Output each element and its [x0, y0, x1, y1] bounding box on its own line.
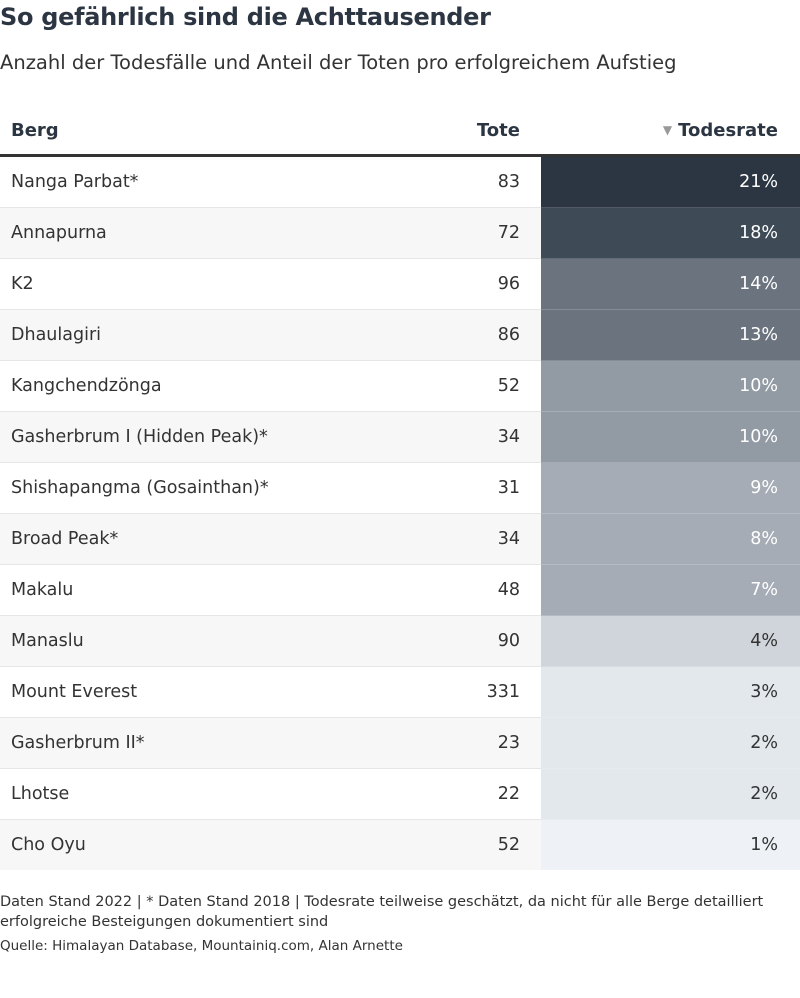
cell-berg: Shishapangma (Gosainthan)*: [0, 462, 390, 514]
todesrate-unit: %: [761, 784, 778, 804]
todesrate-unit: %: [761, 631, 778, 651]
cell-berg: Broad Peak*: [0, 513, 390, 565]
table-row: Dhaulagiri 86 13%: [0, 309, 800, 361]
cell-tote: 72: [390, 207, 541, 259]
footnote: Daten Stand 2022 | * Daten Stand 2018 | …: [0, 894, 764, 930]
cell-tote: 52: [390, 360, 541, 412]
todesrate-value: 10: [739, 376, 762, 396]
todesrate-unit: %: [761, 325, 778, 345]
table-row: Lhotse 22 2%: [0, 768, 800, 820]
cell-todesrate: 8%: [541, 513, 800, 565]
column-header-tote[interactable]: Tote: [390, 106, 541, 157]
source-note: Quelle: Himalayan Database, Mountainiq.c…: [0, 938, 403, 954]
table-row: Kangchendzönga 52 10%: [0, 360, 800, 412]
todesrate-unit: %: [761, 835, 778, 855]
todesrate-value: 18: [739, 223, 762, 243]
cell-berg: Annapurna: [0, 207, 390, 259]
chart-title: So gefährlich sind die Achttausender: [0, 3, 491, 31]
table-row: Makalu 48 7%: [0, 564, 800, 616]
cell-berg: Manaslu: [0, 615, 390, 667]
todesrate-unit: %: [761, 223, 778, 243]
todesrate-value: 2: [750, 733, 762, 753]
table-row: Cho Oyu 52 1%: [0, 819, 800, 870]
cell-berg: Gasherbrum I (Hidden Peak)*: [0, 411, 390, 463]
todesrate-unit: %: [761, 274, 778, 294]
cell-berg: Cho Oyu: [0, 819, 390, 870]
cell-berg: K2: [0, 258, 390, 310]
cell-tote: 52: [390, 819, 541, 870]
todesrate-value: 3: [750, 682, 762, 702]
table-row: Annapurna 72 18%: [0, 207, 800, 259]
table-body: Nanga Parbat* 83 21% Annapurna 72 18% K2 96 14% D…: [0, 155, 800, 870]
cell-todesrate: 7%: [541, 564, 800, 616]
cell-tote: 331: [390, 666, 541, 718]
sort-down-icon: ▼: [662, 122, 673, 137]
todesrate-value: 2: [750, 784, 762, 804]
cell-tote: 96: [390, 258, 541, 310]
cell-todesrate: 10%: [541, 360, 800, 412]
chart-subtitle: Anzahl der Todesfälle und Anteil der Tot…: [0, 51, 677, 74]
table-row: Mount Everest 331 3%: [0, 666, 800, 718]
todesrate-value: 9: [750, 478, 762, 498]
cell-todesrate: 4%: [541, 615, 800, 667]
cell-berg: Lhotse: [0, 768, 390, 820]
todesrate-unit: %: [761, 172, 778, 192]
cell-berg: Makalu: [0, 564, 390, 616]
column-header-todesrate-label: Todesrate: [678, 119, 778, 141]
cell-tote: 34: [390, 513, 541, 565]
todesrate-value: 8: [750, 529, 762, 549]
cell-todesrate: 2%: [541, 717, 800, 769]
table-row: Nanga Parbat* 83 21%: [0, 155, 800, 208]
todesrate-unit: %: [761, 376, 778, 396]
table-row: Broad Peak* 34 8%: [0, 513, 800, 565]
table-row: Manaslu 90 4%: [0, 615, 800, 667]
column-header-berg[interactable]: Berg: [0, 106, 390, 157]
cell-tote: 48: [390, 564, 541, 616]
cell-tote: 31: [390, 462, 541, 514]
table-row: K2 96 14%: [0, 258, 800, 310]
todesrate-value: 1: [750, 835, 762, 855]
todesrate-unit: %: [761, 427, 778, 447]
data-table: Berg Tote ▼ Todesrate Nanga Parbat* 83 21% A…: [0, 106, 800, 870]
cell-todesrate: 21%: [541, 155, 800, 208]
table-header-row: Berg Tote ▼ Todesrate: [0, 106, 800, 157]
todesrate-unit: %: [761, 682, 778, 702]
todesrate-unit: %: [761, 580, 778, 600]
cell-berg: Gasherbrum II*: [0, 717, 390, 769]
cell-berg: Dhaulagiri: [0, 309, 390, 361]
cell-tote: 22: [390, 768, 541, 820]
cell-todesrate: 1%: [541, 819, 800, 870]
cell-berg: Mount Everest: [0, 666, 390, 718]
todesrate-unit: %: [761, 529, 778, 549]
cell-todesrate: 13%: [541, 309, 800, 361]
todesrate-value: 14: [739, 274, 762, 294]
cell-berg: Nanga Parbat*: [0, 155, 390, 208]
table-row: Shishapangma (Gosainthan)* 31 9%: [0, 462, 800, 514]
cell-tote: 83: [390, 155, 541, 208]
column-header-todesrate[interactable]: ▼ Todesrate: [541, 106, 800, 157]
cell-todesrate: 3%: [541, 666, 800, 718]
table-row: Gasherbrum II* 23 2%: [0, 717, 800, 769]
todesrate-unit: %: [761, 733, 778, 753]
todesrate-unit: %: [761, 478, 778, 498]
cell-tote: 34: [390, 411, 541, 463]
cell-berg: Kangchendzönga: [0, 360, 390, 412]
cell-todesrate: 9%: [541, 462, 800, 514]
cell-todesrate: 18%: [541, 207, 800, 259]
cell-todesrate: 14%: [541, 258, 800, 310]
todesrate-value: 4: [750, 631, 762, 651]
todesrate-value: 13: [739, 325, 762, 345]
cell-todesrate: 2%: [541, 768, 800, 820]
todesrate-value: 21: [739, 172, 762, 192]
todesrate-value: 7: [750, 580, 762, 600]
table-row: Gasherbrum I (Hidden Peak)* 34 10%: [0, 411, 800, 463]
cell-todesrate: 10%: [541, 411, 800, 463]
cell-tote: 23: [390, 717, 541, 769]
cell-tote: 86: [390, 309, 541, 361]
todesrate-value: 10: [739, 427, 762, 447]
cell-tote: 90: [390, 615, 541, 667]
